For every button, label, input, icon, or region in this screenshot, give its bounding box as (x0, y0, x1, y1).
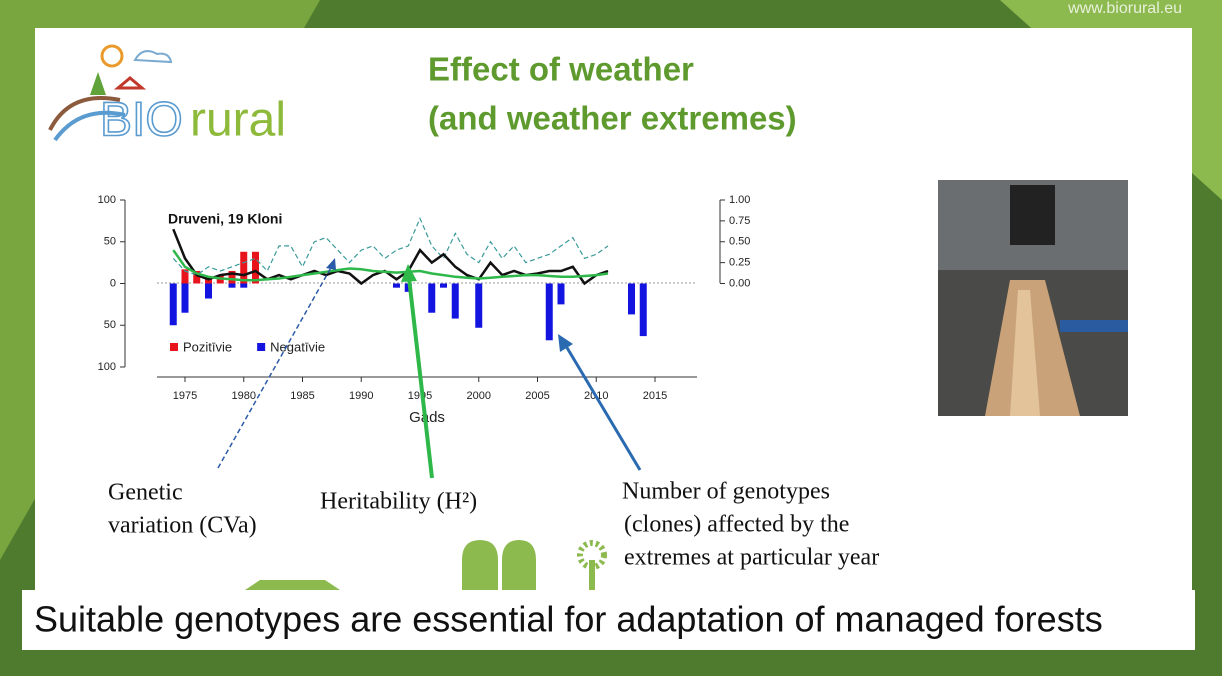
x-tick-label: 2015 (643, 390, 667, 402)
legend-swatch (257, 343, 266, 351)
bar (557, 283, 565, 305)
line (172, 249, 609, 282)
legend-label: Negatīvie (270, 339, 325, 354)
legend-swatch (170, 343, 178, 351)
arrow (217, 263, 334, 469)
y2-tick-label: 1.00 (729, 194, 750, 206)
footer-text: Suitable genotypes are essential for ada… (34, 599, 1103, 640)
y-tick-label: 50 (104, 236, 116, 248)
footer-banner (22, 590, 1195, 650)
annotation-text: extremes at particular year (624, 545, 879, 571)
y-tick-label: 50 (104, 319, 116, 331)
x-tick-label: 2005 (525, 390, 549, 402)
title-line: Effect of weather (428, 51, 694, 88)
title-line: (and weather extremes) (428, 100, 797, 137)
logo-suffix: rural (190, 94, 286, 147)
y-tick-label: 100 (98, 361, 116, 373)
bar (451, 283, 459, 319)
line (172, 216, 609, 276)
x-tick-label: 1990 (349, 390, 373, 402)
decoration (245, 540, 607, 590)
x-tick-label: 1985 (290, 390, 314, 402)
y-tick-label: 0 (110, 277, 116, 289)
arrowhead (326, 258, 336, 270)
bar (228, 283, 236, 288)
bar (628, 283, 635, 315)
bar (181, 269, 189, 284)
bar (240, 251, 248, 284)
annotation-text: (clones) affected by the (624, 512, 849, 538)
annotation-text: Heritability (H²) (320, 489, 477, 515)
bar (252, 251, 259, 284)
y2-tick-label: 0.25 (729, 257, 750, 269)
annotation-text: Number of genotypes (622, 479, 830, 505)
bar (228, 270, 236, 284)
chart: Druveni, 19 Kloni Gads 100500501001.000.… (98, 194, 751, 426)
bar (393, 283, 400, 288)
arrowhead (401, 264, 417, 282)
arrow (564, 345, 642, 471)
logo: BIO rural (48, 44, 286, 147)
bar (240, 283, 248, 288)
bar (545, 283, 553, 341)
x-tick-label: 1980 (232, 390, 256, 402)
bar (193, 270, 201, 284)
bar (639, 283, 647, 337)
annotation-text: variation (CVa) (108, 513, 257, 539)
y2-tick-label: 0.50 (729, 236, 750, 248)
logo-prefix: BIO (100, 94, 183, 147)
bar (205, 283, 212, 299)
bar (440, 283, 447, 288)
annotations: Genetic variation (CVa) Heritability (H²) N… (108, 479, 879, 571)
photo (938, 180, 1128, 416)
chart-title: Druveni, 19 Kloni (168, 211, 282, 227)
x-tick-label: 2000 (467, 390, 491, 402)
x-tick-label: 1995 (408, 390, 432, 402)
y2-tick-label: 0.00 (729, 277, 750, 289)
arrow (407, 277, 434, 479)
annotation-text: Genetic (108, 480, 183, 506)
line (172, 228, 609, 286)
y2-tick-label: 0.75 (729, 215, 750, 227)
y-tick-label: 100 (98, 194, 116, 206)
arrowhead (558, 334, 573, 352)
bar (475, 283, 483, 328)
url: www.biorural.eu (1067, 0, 1182, 17)
bar (169, 283, 177, 326)
bar (428, 283, 436, 313)
bar (181, 283, 189, 313)
x-tick-label: 1975 (173, 390, 197, 402)
legend-label: Pozitīvie (183, 339, 232, 354)
